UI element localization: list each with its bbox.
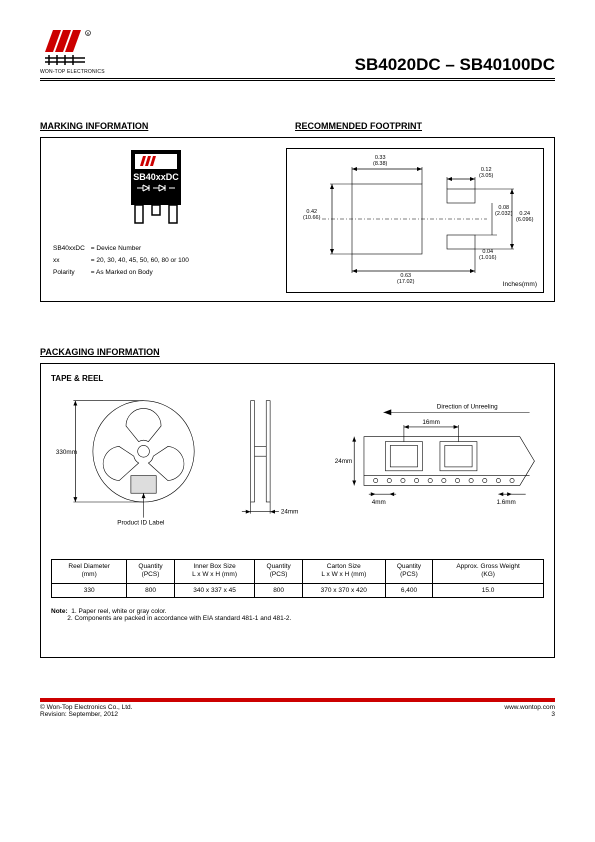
marking-footprint-row: MARKING INFORMATION RECOMMENDED FOOTPRIN… [40,121,555,137]
page-header: R WON-TOP ELECTRONICS SB4020DC – SB40100… [40,30,555,75]
svg-text:Direction of Unreeling: Direction of Unreeling [437,403,498,410]
footprint-units: Inches(mm) [503,281,537,288]
packaging-box: TAPE & REEL 330mm Product ID Label [40,363,555,658]
footprint-section-title: RECOMMENDED FOOTPRINT [295,121,422,131]
packaging-notes: Note: 1. Paper reel, white or gray color… [51,608,544,622]
svg-text:Product ID Label: Product ID Label [117,519,164,526]
tape-reel-title: TAPE & REEL [51,374,544,383]
header-rule-thick [40,78,555,79]
company-logo-icon: R [45,30,100,68]
footer-url: www.wontop.com [504,704,555,711]
col-reel-diameter: Reel Diameter (mm) [52,560,127,584]
tape-icon: Direction of Unreeling 16mm [325,391,544,536]
svg-text:24mm: 24mm [280,509,298,516]
footprint-diagram [287,149,545,294]
svg-text:1.6mm: 1.6mm [496,499,515,506]
col-inner-box: Inner Box Size L x W x H (mm) [174,560,255,584]
col-qty1: Quantity (PCS) [127,560,174,584]
marking-definitions: SB40xxDC= Device Number xx= 20, 30, 40, … [51,242,195,279]
header-rule-thin [40,80,555,81]
footer-bar [40,698,555,702]
col-carton: Carton Size L x W x H (mm) [302,560,385,584]
col-qty3: Quantity (PCS) [385,560,432,584]
packaging-diagrams: 330mm Product ID Label 24mm Direction of… [51,391,544,541]
footer-page: 3 [504,711,555,718]
col-weight: Approx. Gross Weight (KG) [433,560,544,584]
packaging-section-title: PACKAGING INFORMATION [40,347,555,357]
chip-package-icon: SB40xxDC [121,148,191,228]
svg-text:24mm: 24mm [335,458,353,465]
footer-revision: Revision: September, 2012 [40,711,132,718]
packaging-table: Reel Diameter (mm) Quantity (PCS) Inner … [51,559,544,598]
svg-text:16mm: 16mm [422,419,440,426]
svg-text:4mm: 4mm [372,499,386,506]
table-header-row: Reel Diameter (mm) Quantity (PCS) Inner … [52,560,544,584]
reel-front-icon: 330mm Product ID Label [51,391,217,536]
footer-copyright: © Won-Top Electronics Co., Ltd. [40,704,132,711]
marking-footprint-box: SB40xxDC SB40xxDC= Device Number xx= 20,… [40,137,555,302]
company-name: WON-TOP ELECTRONICS [40,69,105,75]
col-qty2: Quantity (PCS) [255,560,302,584]
logo: R WON-TOP ELECTRONICS [40,30,105,75]
reel-side-icon: 24mm [237,391,305,536]
chip-label: SB40xxDC [133,172,179,182]
part-number-title: SB4020DC – SB40100DC [355,55,555,75]
svg-text:330mm: 330mm [56,449,77,456]
footprint-panel: 0.33(8.38) 0.42(10.66) 0.63(17.02) 0.12(… [286,148,544,293]
footer: © Won-Top Electronics Co., Ltd. Revision… [40,704,555,718]
marking-panel: SB40xxDC SB40xxDC= Device Number xx= 20,… [51,148,261,279]
table-row: 330 800 340 x 337 x 45 800 370 x 370 x 4… [52,583,544,597]
marking-section-title: MARKING INFORMATION [40,121,265,131]
